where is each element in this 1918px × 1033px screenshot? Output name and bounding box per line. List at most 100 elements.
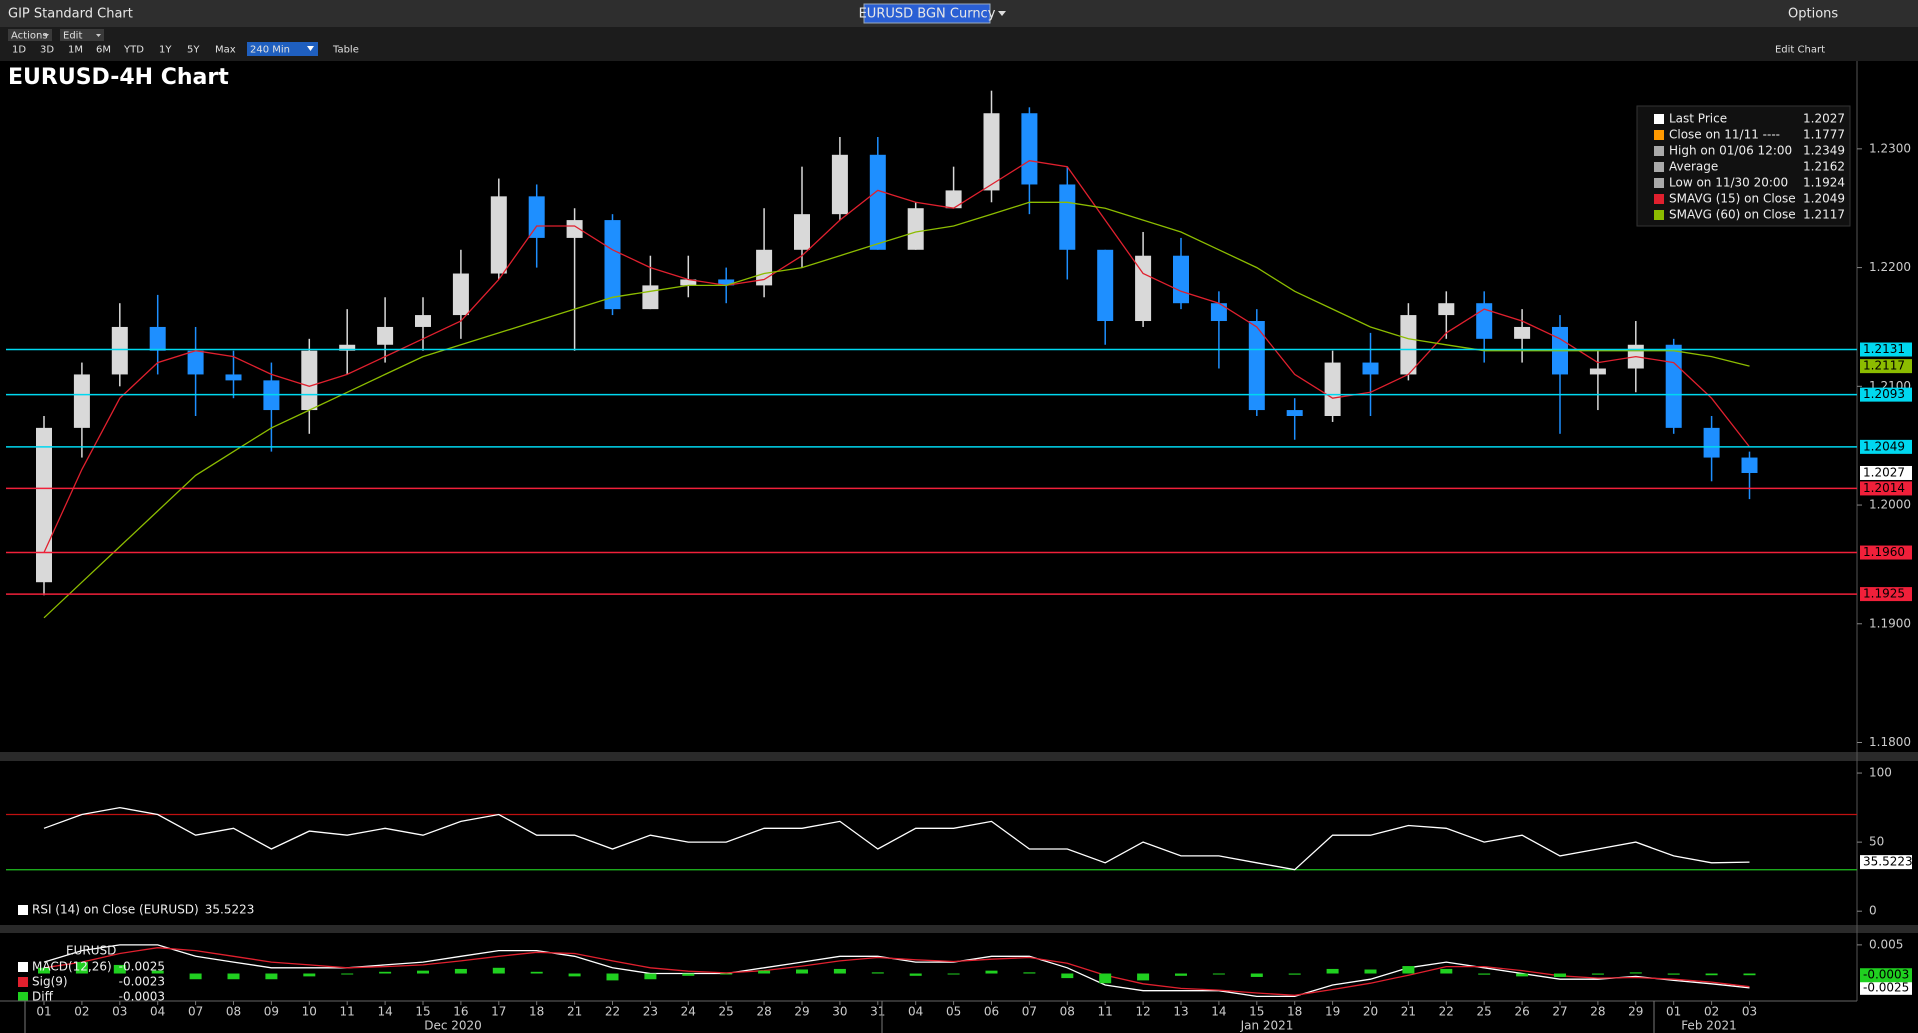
diff-bar bbox=[38, 967, 50, 974]
level-box bbox=[1860, 439, 1912, 454]
x-tick-label: 04 bbox=[908, 1005, 923, 1019]
x-tick-label: 19 bbox=[1325, 1005, 1340, 1019]
y-tick-label: 1.2300 bbox=[1869, 141, 1911, 155]
legend-swatch bbox=[1654, 114, 1664, 124]
diff-bar bbox=[1175, 973, 1187, 976]
candle-body bbox=[1589, 368, 1606, 375]
range-button[interactable]: 1D bbox=[12, 45, 26, 56]
menu-label[interactable]: Edit bbox=[63, 31, 82, 42]
candle-body bbox=[1248, 321, 1265, 411]
diff-bar bbox=[265, 973, 278, 980]
legend-swatch bbox=[1654, 210, 1664, 220]
y-tick-label: 100 bbox=[1869, 766, 1892, 780]
diff-bar bbox=[1326, 968, 1339, 974]
range-button[interactable]: Max bbox=[215, 45, 236, 56]
x-tick-label: 20 bbox=[1363, 1005, 1378, 1019]
x-tick-label: 04 bbox=[150, 1005, 165, 1019]
range-button[interactable]: 240 Min bbox=[250, 45, 290, 56]
candle-body bbox=[566, 220, 583, 238]
diff-bar bbox=[1099, 973, 1112, 984]
diff-bar bbox=[947, 973, 960, 975]
x-tick-label: 29 bbox=[1628, 1005, 1643, 1019]
range-button[interactable]: 3D bbox=[40, 45, 54, 56]
diff-bar bbox=[682, 973, 695, 976]
value-box-label: -0.0003 bbox=[1863, 968, 1909, 982]
legend-swatch bbox=[18, 905, 28, 915]
x-tick-label: 18 bbox=[529, 1005, 544, 1019]
x-tick-label: 21 bbox=[1401, 1005, 1416, 1019]
range-button[interactable]: 1Y bbox=[159, 45, 172, 56]
candle-body bbox=[73, 374, 90, 428]
legend-value: -0.0023 bbox=[119, 975, 165, 989]
legend-value: 1.2162 bbox=[1803, 160, 1845, 174]
candle-body bbox=[680, 279, 697, 286]
diff-bar bbox=[1137, 973, 1150, 981]
range-button[interactable]: 6M bbox=[96, 45, 111, 56]
diff-bar bbox=[1516, 973, 1529, 977]
diff-bar bbox=[151, 970, 164, 974]
x-tick-label: 10 bbox=[302, 1005, 317, 1019]
legend-value: 1.2117 bbox=[1803, 208, 1845, 222]
dropdown-arrow[interactable] bbox=[998, 11, 1006, 16]
diff-bar bbox=[720, 973, 733, 975]
diff-bar bbox=[1743, 973, 1756, 976]
x-tick-label: 14 bbox=[377, 1005, 392, 1019]
level-box bbox=[1860, 387, 1912, 402]
month-label: Dec 2020 bbox=[424, 1019, 482, 1033]
x-tick-label: 22 bbox=[1439, 1005, 1454, 1019]
menu-arrow bbox=[44, 34, 49, 37]
security-field[interactable] bbox=[863, 3, 991, 24]
range-button[interactable]: 5Y bbox=[187, 45, 200, 56]
candle-body bbox=[1324, 362, 1341, 416]
range-button[interactable]: 1M bbox=[68, 45, 83, 56]
last-price-box bbox=[1860, 465, 1912, 480]
legend-label: RSI (14) on Close (EURUSD) bbox=[32, 903, 199, 917]
x-tick-label: 31 bbox=[870, 1005, 885, 1019]
diff-bar bbox=[1478, 973, 1491, 975]
diff-bar bbox=[644, 973, 657, 980]
legend-label: MACD(12,26) bbox=[32, 960, 112, 974]
menu-label[interactable]: Actions bbox=[11, 31, 48, 42]
candle-body bbox=[1173, 255, 1189, 304]
candle-body bbox=[1665, 344, 1682, 428]
candle-body bbox=[642, 285, 659, 310]
indicator-line bbox=[43, 947, 1750, 996]
options-button[interactable]: Options bbox=[1788, 7, 1838, 22]
x-tick-label: 15 bbox=[415, 1005, 430, 1019]
x-tick-label: 01 bbox=[36, 1005, 51, 1019]
menu-button[interactable] bbox=[60, 29, 104, 41]
toolbar bbox=[0, 27, 1918, 61]
level-label: 1.2131 bbox=[1863, 342, 1905, 356]
x-tick-label: 03 bbox=[1742, 1005, 1757, 1019]
diff-bar bbox=[1591, 973, 1604, 975]
x-tick-label: 16 bbox=[453, 1005, 468, 1019]
x-tick-label: 12 bbox=[1135, 1005, 1150, 1019]
value-box bbox=[1860, 968, 1912, 983]
security-text[interactable]: EURUSD BGN Curncy bbox=[859, 7, 996, 22]
diff-bar bbox=[1440, 968, 1453, 974]
x-tick-label: 09 bbox=[264, 1005, 279, 1019]
candle-body bbox=[718, 279, 735, 286]
menu-arrow bbox=[96, 34, 101, 37]
edit-chart-button[interactable]: Edit Chart bbox=[1775, 45, 1825, 56]
candle-body bbox=[111, 326, 128, 375]
value-box-label: 35.5223 bbox=[1863, 855, 1913, 869]
legend-value: 1.1924 bbox=[1803, 176, 1845, 190]
x-tick-label: 25 bbox=[719, 1005, 734, 1019]
menu-button[interactable] bbox=[8, 29, 52, 41]
x-tick-label: 30 bbox=[832, 1005, 847, 1019]
x-tick-label: 08 bbox=[1060, 1005, 1075, 1019]
chart-title: EURUSD-4H Chart bbox=[8, 65, 229, 90]
legend-label: Sig(9) bbox=[32, 975, 68, 989]
range-button-active[interactable] bbox=[247, 42, 318, 56]
candle-body bbox=[604, 220, 621, 310]
range-button[interactable]: YTD bbox=[123, 45, 144, 56]
candle-body bbox=[1286, 410, 1303, 416]
table-button[interactable]: Table bbox=[332, 45, 359, 56]
sma-line bbox=[43, 201, 1750, 619]
x-tick-label: 22 bbox=[605, 1005, 620, 1019]
legend-swatch bbox=[1654, 162, 1664, 172]
window-title: GIP Standard Chart bbox=[8, 7, 133, 22]
